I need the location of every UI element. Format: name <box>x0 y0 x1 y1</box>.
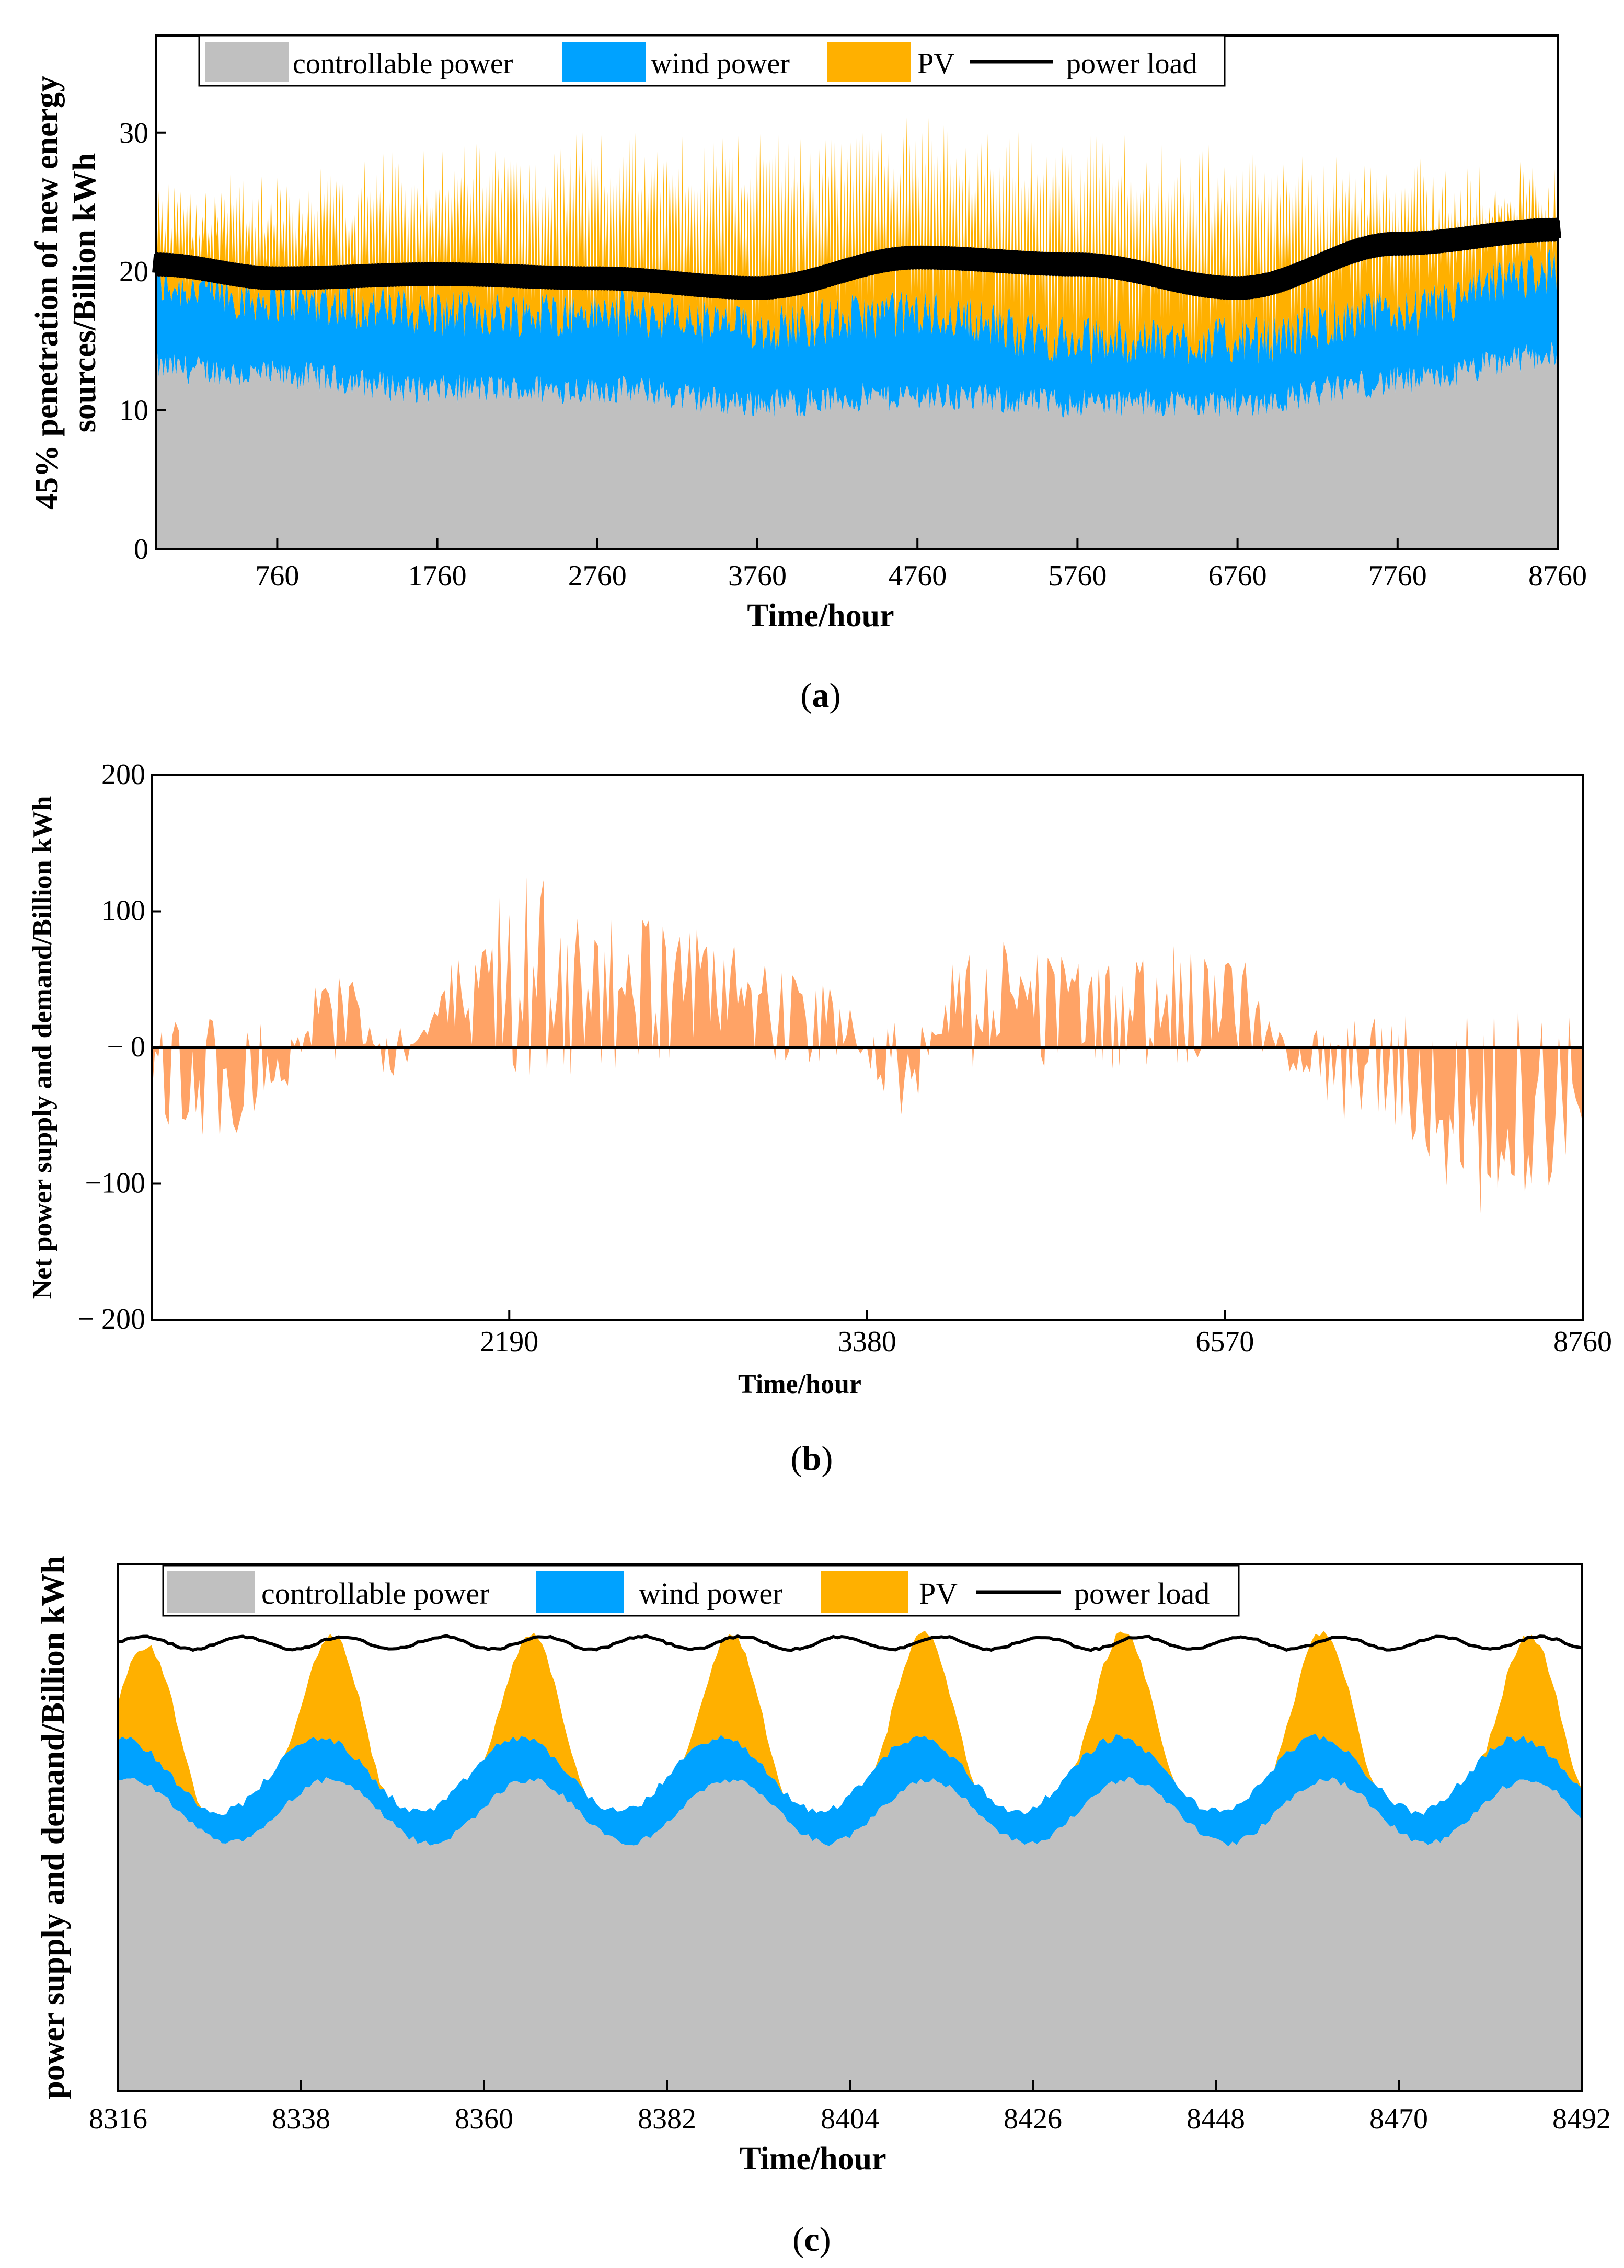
panel-c-caption-letter: c <box>804 2220 819 2259</box>
panel-c-legend-label-wind: wind power <box>639 1576 782 1610</box>
panel-b: 2190 3380 6570 8760 200 100 − 0 −100 − 200 Time… <box>28 758 1612 1478</box>
panel-c-legend-swatch-wind <box>536 1571 624 1613</box>
panel-a-series <box>152 117 1561 549</box>
panel-b-series <box>152 877 1583 1214</box>
panel-c-controllable-area <box>118 1777 1582 2091</box>
panel-a-y-axis-label-line1: 45% penetration of new energy <box>29 76 65 510</box>
panel-c-x-tick-label: 8316 <box>89 2103 147 2135</box>
panel-a-legend-swatch-controllable <box>205 42 289 82</box>
panel-a-legend-swatch-pv <box>827 42 911 82</box>
panel-c-load-line <box>118 1634 1582 1652</box>
panel-c-legend-label-controllable: controllable power <box>261 1576 489 1610</box>
panel-a-x-tick-label: 2760 <box>568 560 627 592</box>
panel-a-x-tick-label: 760 <box>255 560 299 592</box>
panel-b-y-tick-label: 200 <box>101 758 145 791</box>
panel-a-x-tick-label: 3760 <box>728 560 787 592</box>
panel-a-y-tick-label: 0 <box>134 533 148 566</box>
panel-a-wind-area <box>156 249 1558 419</box>
panel-a-x-tick-label: 6760 <box>1208 560 1267 592</box>
panel-b-x-tick-label: 8760 <box>1553 1326 1612 1358</box>
panel-b-x-axis-label: Time/hour <box>738 1369 861 1399</box>
panel-c-x-tick-label: 8448 <box>1187 2103 1245 2135</box>
panel-c-pv-area <box>118 1630 1582 1815</box>
panel-b-caption-letter: b <box>802 1440 822 1478</box>
panel-a-legend-swatch-wind <box>562 42 646 82</box>
panel-a-y-axis-label-line2: sources/Billion kWh <box>67 153 102 433</box>
panel-b-y-ticks: 200 100 − 0 −100 − 200 <box>77 758 161 1336</box>
panel-a-x-tick-label: 4760 <box>888 560 947 592</box>
panel-a-legend: controllable power wind power PV power l… <box>198 34 1226 87</box>
panel-b-x-ticks: 2190 3380 6570 8760 <box>480 1310 1612 1358</box>
panel-c-legend-label-pv: PV <box>919 1576 958 1610</box>
panel-c-series <box>118 1630 1582 2091</box>
panel-b-y-axis-label: Net power supply and demand/Billion kWh <box>28 796 57 1299</box>
panel-b-y-tick-label: − 200 <box>77 1303 145 1336</box>
panel-c-legend-label-load: power load <box>1074 1576 1210 1610</box>
panel-b-net-area <box>152 877 1583 1214</box>
panel-a-y-tick-label: 20 <box>119 256 148 288</box>
panel-a-y-tick-label: 30 <box>119 117 148 149</box>
panel-c-legend: controllable power wind power PV power l… <box>162 1564 1240 1617</box>
panel-a-y-tick-label: 10 <box>119 395 148 427</box>
panel-c-x-axis-label: Time/hour <box>739 2141 886 2177</box>
panel-c: 8316 8338 8360 8382 8404 8426 8448 8470 8492 Tim… <box>36 1556 1611 2259</box>
panel-c-x-tick-label: 8426 <box>1004 2103 1062 2135</box>
panel-a-pv-area <box>156 117 1558 365</box>
panel-b-y-tick-label: −100 <box>85 1167 145 1200</box>
panel-c-x-tick-label: 8404 <box>821 2103 879 2135</box>
panel-c-caption: (c) <box>792 2220 831 2259</box>
panel-a-legend-label-controllable: controllable power <box>293 48 513 80</box>
panel-c-x-tick-label: 8470 <box>1369 2103 1428 2135</box>
panel-a-caption: (a) <box>801 676 841 715</box>
panel-c-y-axis-label: power supply and demand/Billion kWh <box>36 1556 71 2099</box>
panel-c-x-tick-label: 8360 <box>455 2103 513 2135</box>
panel-b-x-tick-label: 2190 <box>480 1326 538 1358</box>
panel-b-caption: (b) <box>791 1440 833 1478</box>
panel-c-x-tick-label: 8382 <box>638 2103 696 2135</box>
panel-c-x-ticks: 8316 8338 8360 8382 8404 8426 8448 8470 8492 <box>89 2080 1611 2135</box>
panel-a-x-tick-label: 8760 <box>1528 560 1587 592</box>
panel-a-controllable-area <box>156 342 1558 549</box>
panel-c-legend-swatch-controllable <box>167 1571 255 1613</box>
panel-a-x-tick-label: 1760 <box>408 560 467 592</box>
panel-a-legend-label-pv: PV <box>917 48 955 80</box>
panel-c-wind-area <box>118 1734 1582 1847</box>
panel-a-legend-label-wind: wind power <box>651 48 790 80</box>
panel-c-x-tick-label: 8492 <box>1552 2103 1611 2135</box>
panel-c-x-tick-label: 8338 <box>272 2103 330 2135</box>
panel-b-x-tick-label: 3380 <box>838 1326 896 1358</box>
panel-b-y-tick-label: 100 <box>101 895 145 927</box>
panel-a-x-ticks: 760 1760 2760 3760 4760 5760 6760 7760 8760 <box>255 538 1587 592</box>
panel-a: 760 1760 2760 3760 4760 5760 6760 7760 8760 0 10 2… <box>29 34 1587 715</box>
panel-b-y-tick-label: − 0 <box>107 1031 145 1063</box>
panel-a-legend-label-load: power load <box>1066 48 1197 80</box>
panel-b-x-tick-label: 6570 <box>1195 1326 1254 1358</box>
panel-c-legend-swatch-pv <box>821 1571 908 1613</box>
panel-a-x-tick-label: 7760 <box>1368 560 1427 592</box>
panel-a-caption-letter: a <box>812 676 830 715</box>
panel-a-load-line <box>152 217 1561 300</box>
panel-a-x-tick-label: 5760 <box>1048 560 1107 592</box>
panel-a-y-ticks: 0 10 20 30 <box>119 117 166 566</box>
panel-a-legend-box <box>198 34 1226 87</box>
panel-a-x-axis-label: Time/hour <box>747 598 894 634</box>
